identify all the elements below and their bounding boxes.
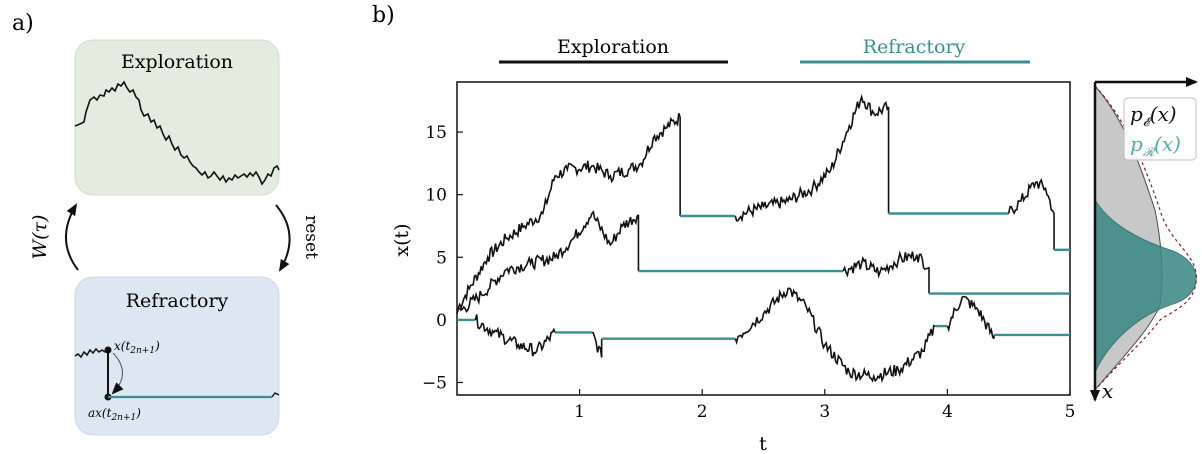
x-tick-label: 5 bbox=[1065, 402, 1076, 422]
exploration-title: Exploration bbox=[121, 51, 233, 73]
x-axis-label: t bbox=[759, 433, 767, 454]
p-r-density bbox=[1094, 198, 1197, 373]
reset-label: reset bbox=[301, 215, 321, 259]
exploration-segment bbox=[474, 314, 556, 357]
trajectory-1 bbox=[456, 94, 1070, 311]
x-tick-label: 3 bbox=[819, 402, 830, 422]
panel-a-label: a) bbox=[12, 11, 34, 36]
reset-arrow bbox=[275, 204, 291, 272]
exploration-box bbox=[74, 39, 280, 196]
p-r-label: p𝓡(x) bbox=[1130, 132, 1181, 159]
y-tick-label: 10 bbox=[425, 186, 447, 206]
trajectory-2 bbox=[456, 210, 1070, 314]
trajectories bbox=[456, 94, 1070, 384]
w-tau-label: W(τ) bbox=[29, 215, 51, 260]
panel-b-label: b) bbox=[372, 3, 395, 28]
density-x-label: x bbox=[1102, 379, 1113, 403]
y-axis-label: x(t) bbox=[391, 223, 413, 256]
p-e-label: p𝓔(x) bbox=[1130, 102, 1177, 129]
refractory-title: Refractory bbox=[126, 290, 229, 312]
exploration-segment bbox=[946, 295, 995, 340]
density-legend-box bbox=[1123, 97, 1197, 161]
forward-arrow bbox=[65, 203, 79, 271]
trajectory-3 bbox=[457, 287, 1070, 384]
refractory-tail bbox=[271, 392, 280, 398]
exploration-segment bbox=[591, 331, 603, 358]
exploration-segment bbox=[842, 250, 930, 279]
refractory-exploration-trace bbox=[74, 347, 109, 359]
y-tick-label: −5 bbox=[422, 373, 447, 393]
axis-ticks: 1 2 3 4 5 −5 0 5 10 15 bbox=[422, 123, 1075, 422]
y-tick-label: 15 bbox=[425, 123, 447, 143]
density-panel: x p𝓔(x) p𝓡(x) bbox=[1090, 77, 1198, 403]
plot-frame bbox=[456, 81, 1071, 396]
x-tick-label: 4 bbox=[942, 402, 953, 422]
y-tick-label: 0 bbox=[436, 311, 447, 331]
legend-exploration-label: Exploration bbox=[557, 36, 669, 58]
exploration-segment bbox=[456, 113, 681, 311]
x-top-label: x(t2n+1) bbox=[114, 339, 160, 356]
x-tick-label: 1 bbox=[574, 402, 585, 422]
legend-refractory-label: Refractory bbox=[863, 36, 966, 58]
exploration-trace bbox=[74, 80, 280, 186]
exploration-segment bbox=[456, 210, 640, 314]
x-bottom-label: ax(t2n+1) bbox=[88, 406, 141, 423]
reset-curve-arrow bbox=[111, 352, 124, 395]
exploration-segment bbox=[1007, 178, 1055, 215]
exploration-segment bbox=[734, 94, 890, 223]
x-tick-label: 2 bbox=[697, 402, 708, 422]
jump-start-point bbox=[104, 346, 112, 354]
y-tick-label: 5 bbox=[436, 248, 447, 268]
exploration-segment bbox=[734, 287, 936, 384]
